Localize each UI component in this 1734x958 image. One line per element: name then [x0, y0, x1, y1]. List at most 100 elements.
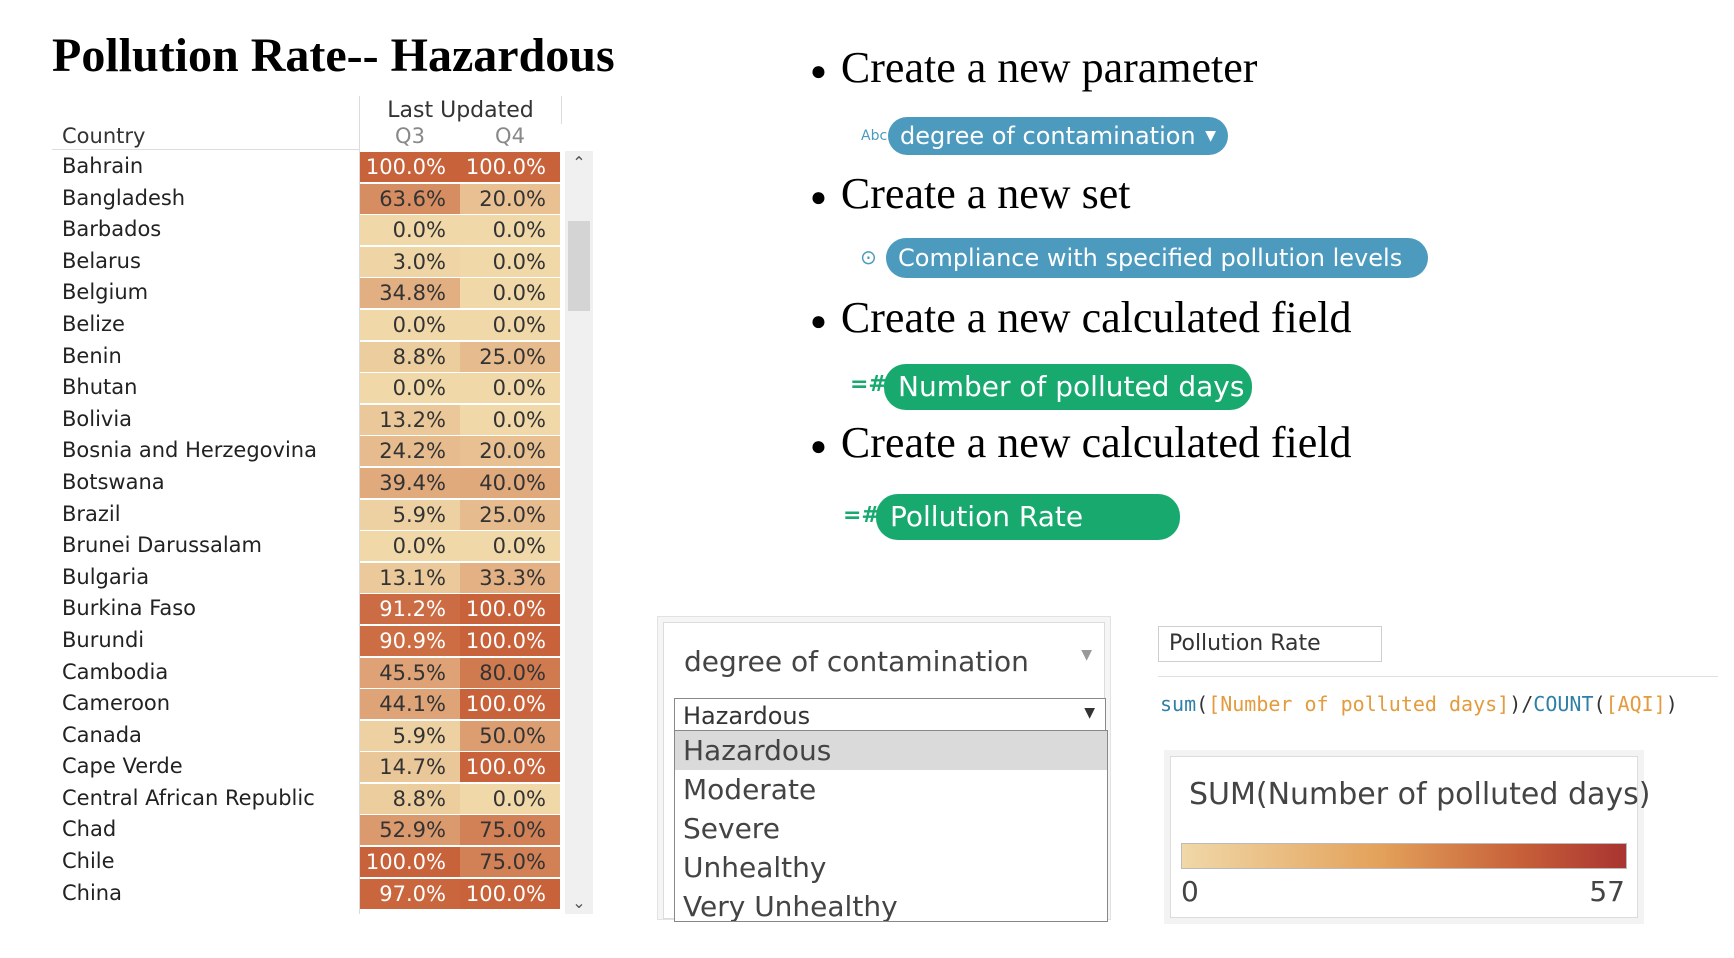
- q4-cell[interactable]: 100.0%: [460, 625, 560, 656]
- option-moderate[interactable]: Moderate: [683, 773, 817, 806]
- number-of-polluted-days-pill[interactable]: Number of polluted days: [884, 364, 1252, 410]
- q4-cell[interactable]: 0.0%: [460, 783, 560, 814]
- q3-cell[interactable]: 100.0%: [360, 152, 460, 182]
- q4-cell[interactable]: 75.0%: [460, 847, 560, 878]
- q4-cell[interactable]: 80.0%: [460, 657, 560, 688]
- dropdown-arrow-icon[interactable]: ▼: [1084, 705, 1095, 721]
- q4-cell[interactable]: 25.0%: [460, 341, 560, 372]
- chevron-down-icon[interactable]: ▼: [1205, 128, 1216, 144]
- q4-cell[interactable]: 0.0%: [460, 309, 560, 340]
- table-row[interactable]: Bhutan 0.0% 0.0%: [52, 372, 560, 404]
- country-header[interactable]: Country: [62, 124, 146, 148]
- q3-cell[interactable]: 13.1%: [360, 562, 460, 593]
- option-hazardous[interactable]: Hazardous: [675, 731, 1107, 770]
- table-row[interactable]: Benin 8.8% 25.0%: [52, 341, 560, 373]
- parameter-pill[interactable]: degree of contamination ▼: [888, 117, 1228, 155]
- table-row[interactable]: Canada 5.9% 50.0%: [52, 720, 560, 752]
- table-row[interactable]: Cambodia 45.5% 80.0%: [52, 657, 560, 689]
- table-row[interactable]: Brunei Darussalam 0.0% 0.0%: [52, 530, 560, 562]
- q3-cell[interactable]: 5.9%: [360, 499, 460, 530]
- table-row[interactable]: Belize 0.0% 0.0%: [52, 309, 560, 341]
- q3-header[interactable]: Q3: [395, 124, 425, 148]
- calculated-field-icon: =#: [850, 372, 887, 397]
- option-unhealthy[interactable]: Unhealthy: [683, 851, 827, 884]
- calc-field-name-input[interactable]: Pollution Rate: [1158, 626, 1382, 662]
- table-scrollbar[interactable]: ⌃ ⌄: [565, 151, 593, 914]
- country-name: Cameroon: [62, 691, 171, 716]
- q4-cell[interactable]: 50.0%: [460, 720, 560, 751]
- q4-cell[interactable]: 0.0%: [460, 278, 560, 309]
- q4-header[interactable]: Q4: [495, 124, 525, 148]
- table-row[interactable]: Bulgaria 13.1% 33.3%: [52, 562, 560, 594]
- q3-cell[interactable]: 0.0%: [360, 373, 460, 404]
- q4-cell[interactable]: 75.0%: [460, 815, 560, 846]
- q3-cell[interactable]: 5.9%: [360, 720, 460, 751]
- q3-cell[interactable]: 8.8%: [360, 341, 460, 372]
- table-row[interactable]: Burundi 90.9% 100.0%: [52, 625, 560, 657]
- q4-cell[interactable]: 40.0%: [460, 467, 560, 498]
- q3-cell[interactable]: 13.2%: [360, 404, 460, 435]
- q4-cell[interactable]: 100.0%: [460, 752, 560, 783]
- q4-cell[interactable]: 20.0%: [460, 183, 560, 214]
- q4-cell[interactable]: 0.0%: [460, 404, 560, 435]
- chevron-down-icon[interactable]: ▼: [1081, 647, 1092, 663]
- q3-cell[interactable]: 91.2%: [360, 594, 460, 625]
- table-row[interactable]: Belgium 34.8% 0.0%: [52, 277, 560, 309]
- scroll-up-icon[interactable]: ⌃: [572, 153, 586, 172]
- calculated-field-icon: =#: [843, 503, 880, 528]
- table-row[interactable]: Bahrain 100.0% 100.0%: [52, 151, 560, 183]
- table-row[interactable]: Belarus 3.0% 0.0%: [52, 246, 560, 278]
- scroll-down-icon[interactable]: ⌄: [572, 893, 586, 912]
- q3-cell[interactable]: 0.0%: [360, 531, 460, 562]
- q4-cell[interactable]: 100.0%: [460, 594, 560, 625]
- q3-cell[interactable]: 63.6%: [360, 183, 460, 214]
- parameter-select[interactable]: Hazardous ▼: [674, 698, 1106, 732]
- header-row: Country Q3 Q4: [52, 124, 597, 150]
- q3-cell[interactable]: 90.9%: [360, 625, 460, 656]
- table-row[interactable]: Central African Republic 8.8% 0.0%: [52, 783, 560, 815]
- table-row[interactable]: Barbados 0.0% 0.0%: [52, 214, 560, 246]
- table-row[interactable]: Botswana 39.4% 40.0%: [52, 467, 560, 499]
- scroll-thumb[interactable]: [568, 221, 590, 311]
- q4-cell[interactable]: 0.0%: [460, 373, 560, 404]
- table-row[interactable]: China 97.0% 100.0%: [52, 878, 560, 910]
- table-row[interactable]: Burkina Faso 91.2% 100.0%: [52, 593, 560, 625]
- table-row[interactable]: Chad 52.9% 75.0%: [52, 814, 560, 846]
- q3-cell[interactable]: 39.4%: [360, 467, 460, 498]
- q4-cell[interactable]: 33.3%: [460, 562, 560, 593]
- table-row[interactable]: Brazil 5.9% 25.0%: [52, 499, 560, 531]
- country-name: China: [62, 880, 122, 905]
- table-row[interactable]: Chile 100.0% 75.0%: [52, 846, 560, 878]
- q3-cell[interactable]: 100.0%: [360, 847, 460, 878]
- q4-cell[interactable]: 0.0%: [460, 246, 560, 277]
- option-severe[interactable]: Severe: [683, 812, 780, 845]
- q3-cell[interactable]: 45.5%: [360, 657, 460, 688]
- q3-cell[interactable]: 8.8%: [360, 783, 460, 814]
- table-row[interactable]: Cape Verde 14.7% 100.0%: [52, 751, 560, 783]
- table-row[interactable]: Cameroon 44.1% 100.0%: [52, 688, 560, 720]
- table-row[interactable]: Bosnia and Herzegovina 24.2% 20.0%: [52, 435, 560, 467]
- q3-cell[interactable]: 52.9%: [360, 815, 460, 846]
- q4-cell[interactable]: 20.0%: [460, 436, 560, 467]
- calc-formula[interactable]: sum([Number of polluted days])/COUNT([AQ…: [1160, 692, 1678, 716]
- q4-cell[interactable]: 100.0%: [460, 152, 560, 182]
- q4-cell[interactable]: 100.0%: [460, 878, 560, 909]
- q3-cell[interactable]: 14.7%: [360, 752, 460, 783]
- q3-cell[interactable]: 34.8%: [360, 278, 460, 309]
- q3-cell[interactable]: 3.0%: [360, 246, 460, 277]
- q3-cell[interactable]: 44.1%: [360, 689, 460, 720]
- q3-cell[interactable]: 0.0%: [360, 309, 460, 340]
- table-row[interactable]: Bangladesh 63.6% 20.0%: [52, 183, 560, 215]
- q3-cell[interactable]: 0.0%: [360, 215, 460, 246]
- q4-cell[interactable]: 0.0%: [460, 531, 560, 562]
- crosstab-table: Last Updated Country Q3 Q4 Bahrain 100.0%…: [52, 96, 597, 914]
- table-row[interactable]: Bolivia 13.2% 0.0%: [52, 404, 560, 436]
- option-very-unhealthy[interactable]: Very Unhealthy: [683, 890, 898, 922]
- q3-cell[interactable]: 97.0%: [360, 878, 460, 909]
- q4-cell[interactable]: 100.0%: [460, 689, 560, 720]
- q4-cell[interactable]: 25.0%: [460, 499, 560, 530]
- q3-cell[interactable]: 24.2%: [360, 436, 460, 467]
- set-pill[interactable]: Compliance with specified pollution leve…: [886, 238, 1428, 278]
- q4-cell[interactable]: 0.0%: [460, 215, 560, 246]
- pollution-rate-pill[interactable]: Pollution Rate: [876, 494, 1180, 540]
